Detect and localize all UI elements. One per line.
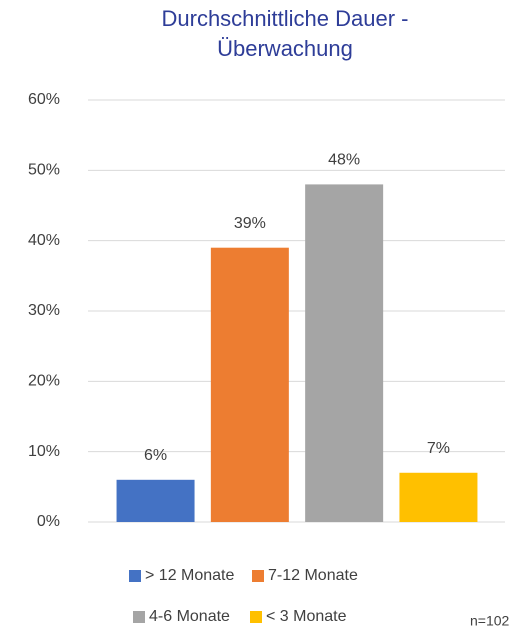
bar: [305, 184, 384, 522]
chart-title: Durchschnittliche Dauer - Überwachung: [161, 6, 409, 61]
data-label: 48%: [328, 152, 360, 169]
y-tick-label: 20%: [28, 373, 60, 390]
y-tick-label: 60%: [28, 91, 60, 108]
legend-swatch: [252, 570, 264, 582]
legend-label: > 12 Monate: [145, 567, 235, 584]
y-tick-label: 30%: [28, 302, 60, 319]
y-tick-label: 0%: [37, 513, 60, 530]
legend-label: 4-6 Monate: [149, 608, 230, 625]
y-tick-label: 40%: [28, 232, 60, 249]
legend-swatch: [250, 611, 262, 623]
data-label: 6%: [144, 447, 167, 464]
annotation: n=102: [470, 613, 510, 629]
bar: [116, 479, 195, 522]
bar: [399, 472, 478, 522]
data-label: 7%: [427, 440, 450, 457]
legend-swatch: [133, 611, 145, 623]
bar: [210, 247, 289, 522]
y-tick-label: 50%: [28, 162, 60, 179]
y-tick-label: 10%: [28, 443, 60, 460]
legend-swatch: [129, 570, 141, 582]
data-label: 39%: [234, 215, 266, 232]
legend-label: 7-12 Monate: [268, 567, 358, 584]
legend-label: < 3 Monate: [266, 608, 347, 625]
